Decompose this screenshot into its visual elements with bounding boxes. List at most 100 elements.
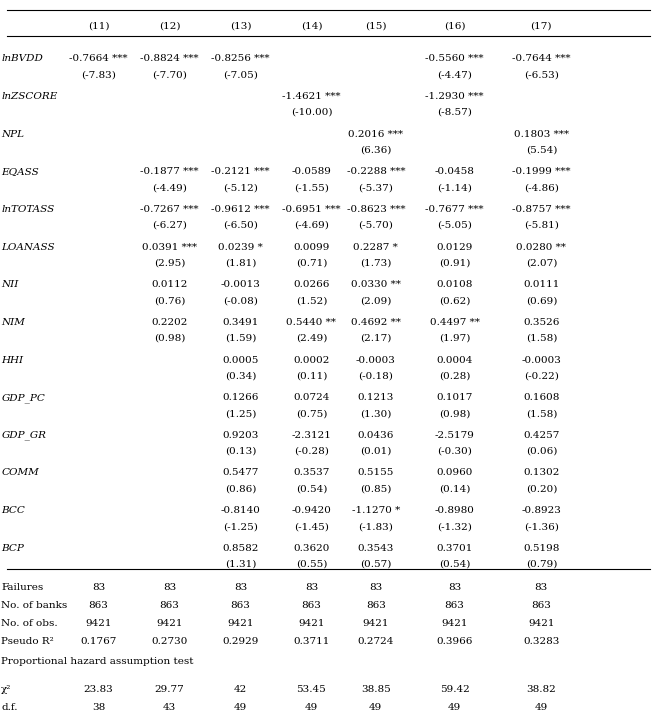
Text: 863: 863	[231, 601, 250, 610]
Text: (0.91): (0.91)	[439, 258, 470, 268]
Text: (-5.37): (-5.37)	[358, 183, 394, 192]
Text: 49: 49	[305, 703, 318, 712]
Text: -0.0458: -0.0458	[435, 167, 474, 176]
Text: 43: 43	[163, 703, 176, 712]
Text: (-5.70): (-5.70)	[358, 221, 394, 230]
Text: -1.4621 ***: -1.4621 ***	[282, 92, 341, 101]
Text: 23.83: 23.83	[83, 685, 114, 694]
Text: 0.0111: 0.0111	[523, 280, 560, 289]
Text: (-0.30): (-0.30)	[437, 447, 472, 456]
Text: (0.13): (0.13)	[225, 447, 256, 456]
Text: (-0.28): (-0.28)	[294, 447, 329, 456]
Text: 0.1266: 0.1266	[222, 393, 259, 402]
Text: (2.49): (2.49)	[296, 334, 327, 342]
Text: (16): (16)	[444, 21, 465, 30]
Text: 83: 83	[163, 584, 176, 592]
Text: 0.8582: 0.8582	[222, 544, 259, 553]
Text: 0.2202: 0.2202	[151, 318, 188, 327]
Text: (-6.53): (-6.53)	[524, 70, 559, 79]
Text: 0.0112: 0.0112	[151, 280, 188, 289]
Text: -0.7677 ***: -0.7677 ***	[425, 205, 484, 214]
Text: 42: 42	[234, 685, 247, 694]
Text: HHI: HHI	[1, 355, 24, 365]
Text: 29.77: 29.77	[154, 685, 185, 694]
Text: -0.7267 ***: -0.7267 ***	[140, 205, 199, 214]
Text: (-10.00): (-10.00)	[290, 108, 332, 117]
Text: 49: 49	[234, 703, 247, 712]
Text: (12): (12)	[159, 21, 180, 30]
Text: 0.2287 *: 0.2287 *	[353, 243, 398, 251]
Text: (0.76): (0.76)	[154, 296, 185, 305]
Text: 0.3283: 0.3283	[523, 637, 560, 646]
Text: (-4.47): (-4.47)	[437, 70, 472, 79]
Text: (2.95): (2.95)	[154, 258, 185, 268]
Text: 0.0002: 0.0002	[293, 355, 330, 365]
Text: 863: 863	[532, 601, 551, 610]
Text: -0.6951 ***: -0.6951 ***	[282, 205, 341, 214]
Text: Proportional hazard assumption test: Proportional hazard assumption test	[1, 657, 194, 666]
Text: 0.0391 ***: 0.0391 ***	[142, 243, 197, 251]
Text: Failures: Failures	[1, 584, 43, 592]
Text: (1.59): (1.59)	[225, 334, 256, 342]
Text: (0.28): (0.28)	[439, 371, 470, 381]
Text: 863: 863	[89, 601, 108, 610]
Text: 83: 83	[369, 584, 382, 592]
Text: 0.1017: 0.1017	[436, 393, 473, 402]
Text: 83: 83	[305, 584, 318, 592]
Text: (-7.05): (-7.05)	[223, 70, 258, 79]
Text: (-6.50): (-6.50)	[223, 221, 258, 230]
Text: (11): (11)	[88, 21, 109, 30]
Text: -0.8923: -0.8923	[522, 506, 561, 515]
Text: -0.8256 ***: -0.8256 ***	[211, 55, 270, 63]
Text: (0.54): (0.54)	[296, 485, 327, 493]
Text: 0.0239 *: 0.0239 *	[218, 243, 263, 251]
Text: NIM: NIM	[1, 318, 25, 327]
Text: 863: 863	[366, 601, 386, 610]
Text: Pseudo R²: Pseudo R²	[1, 637, 54, 646]
Text: -0.0003: -0.0003	[356, 355, 396, 365]
Text: -0.8623 ***: -0.8623 ***	[346, 205, 405, 214]
Text: (13): (13)	[230, 21, 251, 30]
Text: 0.1767: 0.1767	[80, 637, 117, 646]
Text: -0.9612 ***: -0.9612 ***	[211, 205, 270, 214]
Text: (0.34): (0.34)	[225, 371, 256, 381]
Text: 83: 83	[234, 584, 247, 592]
Text: (0.54): (0.54)	[439, 560, 470, 569]
Text: (-1.14): (-1.14)	[437, 183, 472, 192]
Text: 0.4497 **: 0.4497 **	[430, 318, 480, 327]
Text: (-4.49): (-4.49)	[152, 183, 187, 192]
Text: (0.79): (0.79)	[526, 560, 557, 569]
Text: -0.0003: -0.0003	[522, 355, 561, 365]
Text: (0.98): (0.98)	[439, 409, 470, 418]
Text: 0.0005: 0.0005	[222, 355, 259, 365]
Text: (-5.05): (-5.05)	[437, 221, 472, 230]
Text: (1.25): (1.25)	[225, 409, 256, 418]
Text: 0.1302: 0.1302	[523, 468, 560, 477]
Text: 0.0724: 0.0724	[293, 393, 330, 402]
Text: (-7.83): (-7.83)	[81, 70, 116, 79]
Text: 9421: 9421	[442, 619, 468, 628]
Text: 0.0004: 0.0004	[436, 355, 473, 365]
Text: (-1.55): (-1.55)	[294, 183, 329, 192]
Text: (0.62): (0.62)	[439, 296, 470, 305]
Text: (-7.70): (-7.70)	[152, 70, 187, 79]
Text: 9421: 9421	[156, 619, 183, 628]
Text: -2.3121: -2.3121	[292, 431, 331, 440]
Text: 0.9203: 0.9203	[222, 431, 259, 440]
Text: EQASS: EQASS	[1, 167, 39, 176]
Text: (0.86): (0.86)	[225, 485, 256, 493]
Text: 0.5477: 0.5477	[222, 468, 259, 477]
Text: 9421: 9421	[528, 619, 555, 628]
Text: lnTOTASS: lnTOTASS	[1, 205, 55, 214]
Text: 0.2724: 0.2724	[357, 637, 394, 646]
Text: 0.0129: 0.0129	[436, 243, 473, 251]
Text: (14): (14)	[301, 21, 322, 30]
Text: 0.0266: 0.0266	[293, 280, 330, 289]
Text: (0.20): (0.20)	[526, 485, 557, 493]
Text: No. of banks: No. of banks	[1, 601, 68, 610]
Text: (-5.81): (-5.81)	[524, 221, 559, 230]
Text: (0.11): (0.11)	[296, 371, 327, 381]
Text: 0.1608: 0.1608	[523, 393, 560, 402]
Text: (-1.45): (-1.45)	[294, 522, 329, 531]
Text: 0.0960: 0.0960	[436, 468, 473, 477]
